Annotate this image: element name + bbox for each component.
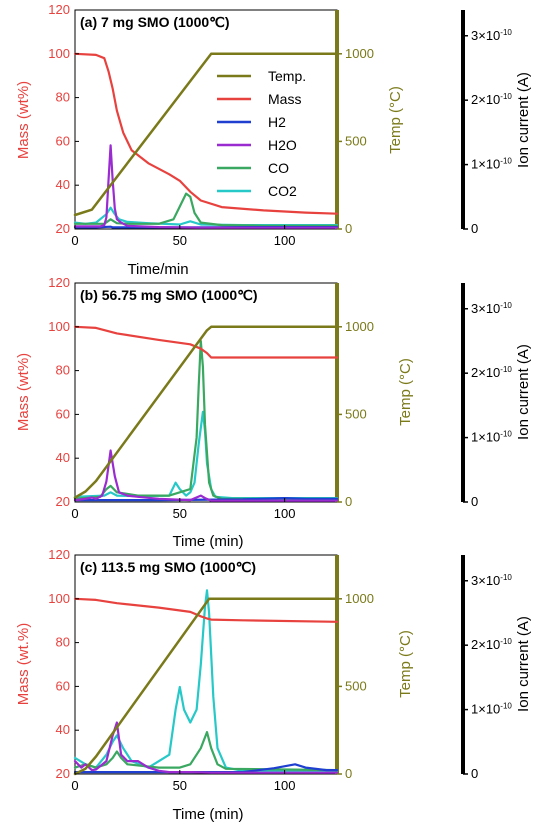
panel-c-temp-tick-label: 1000 <box>345 591 374 606</box>
panel-b-temp-tick-label: 0 <box>345 494 352 509</box>
panel-b-mass-tick-label: 60 <box>56 406 70 421</box>
panel-c-mass-tick-label: 60 <box>56 678 70 693</box>
panel-a-series-co2 <box>73 206 339 227</box>
panel-a-ticks: 0 50 100 20 40 60 80 100 120 0 500 1000 0 1×10-10 2×10… <box>48 2 512 248</box>
panel-a-ion-tick-label: 0 <box>471 221 478 236</box>
panel-c-x-axis-label: Time (min) <box>172 806 243 823</box>
panel-b-series-h2 <box>73 497 339 502</box>
panel-c-series <box>73 589 339 776</box>
panel-b-x-tick-label: 50 <box>173 506 187 521</box>
panel-a-mass-tick-label: 120 <box>48 2 70 17</box>
panel-a-x-tick-label: 50 <box>173 233 187 248</box>
panel-a-mass-axis-label: Mass (wt%) <box>15 81 32 159</box>
panel-a-mass-tick-label: 20 <box>56 221 70 236</box>
panel-a-series-h2o <box>73 144 339 229</box>
panel-b: (b) 56.75 mg SMO (1000℃) 0 50 100 20 40 60 80 1… <box>15 275 532 550</box>
panel-a-series-temp <box>73 52 339 217</box>
panel-a: (a) 7 mg SMO (1000℃) 0 50 100 20 40 60 80 100 12… <box>15 2 532 278</box>
panel-b-series <box>73 325 339 502</box>
legend-temp-label: Temp. <box>268 68 306 84</box>
legend-h2o-label: H2O <box>268 137 297 153</box>
panel-c-mass-tick-label: 20 <box>56 766 70 781</box>
legend-mass-label: Mass <box>268 91 301 107</box>
panel-a-ion-tick-label: 3×10-10 <box>471 28 512 43</box>
panel-b-x-axis-label: Time (min) <box>172 533 243 550</box>
panel-c-mass-axis-label: Mass (wt.%) <box>15 623 32 706</box>
panel-c-mass-tick-label: 80 <box>56 635 70 650</box>
panel-b-series-temp <box>73 325 339 499</box>
panel-b-series-mass <box>73 325 339 359</box>
panel-b-mass-axis-label: Mass (wt%) <box>15 353 32 431</box>
panel-a-temp-axis-label: Temp (°C) <box>387 86 404 154</box>
legend: Temp. Mass H2 H2O CO CO2 <box>217 68 306 199</box>
panel-b-x-tick-label: 100 <box>274 506 296 521</box>
panel-c: (c) 113.5 mg SMO (1000℃) 0 50 100 20 40 60 80 1… <box>15 547 532 823</box>
panel-b-mass-tick-label: 120 <box>48 275 70 290</box>
panel-a-mass-tick-label: 40 <box>56 177 70 192</box>
panel-b-temp-tick-label: 1000 <box>345 319 374 334</box>
panel-b-mass-tick-label: 100 <box>48 319 70 334</box>
panel-b-ion-axis-label: Ion current (A) <box>515 344 532 440</box>
panel-a-mass-tick-label: 80 <box>56 90 70 105</box>
legend-h2-label: H2 <box>268 114 286 130</box>
panel-b-ion-tick-label: 1×10-10 <box>471 430 512 445</box>
panel-b-series-h2o <box>73 449 339 502</box>
panel-a-mass-tick-label: 60 <box>56 133 70 148</box>
panel-b-temp-axis-label: Temp (°C) <box>397 358 414 426</box>
panel-a-ion-tick-label: 1×10-10 <box>471 157 512 172</box>
panel-a-x-tick-label: 100 <box>274 233 296 248</box>
panel-c-x-tick-label: 100 <box>274 778 296 793</box>
panel-a-x-axis-label: Time/min <box>127 261 188 278</box>
panel-c-mass-tick-label: 100 <box>48 591 70 606</box>
panel-c-title: (c) 113.5 mg SMO (1000℃) <box>80 559 256 575</box>
panel-a-series <box>73 52 339 229</box>
panel-c-ticks: 0 50 100 20 40 60 80 100 120 0 500 1000 0 1×10-10 2×10… <box>48 547 512 793</box>
panel-b-series-co <box>73 339 339 500</box>
panel-a-series-co <box>73 192 339 227</box>
panel-c-mass-tick-label: 40 <box>56 722 70 737</box>
panel-c-temp-tick-label: 500 <box>345 678 367 693</box>
panel-c-temp-axis-label: Temp (°C) <box>397 630 414 698</box>
panel-b-mass-tick-label: 20 <box>56 494 70 509</box>
panel-a-temp-tick-label: 1000 <box>345 46 374 61</box>
panel-b-temp-tick-label: 500 <box>345 406 367 421</box>
panel-a-series-mass <box>73 52 339 215</box>
legend-co-label: CO <box>268 160 289 176</box>
panel-a-title: (a) 7 mg SMO (1000℃) <box>80 14 230 30</box>
panel-c-x-tick-label: 0 <box>71 778 78 793</box>
panel-b-ion-tick-label: 2×10-10 <box>471 365 512 380</box>
panel-b-mass-tick-label: 80 <box>56 363 70 378</box>
panel-c-ion-tick-label: 3×10-10 <box>471 573 512 588</box>
panel-c-x-tick-label: 50 <box>173 778 187 793</box>
panel-c-ion-tick-label: 1×10-10 <box>471 702 512 717</box>
panel-c-series-co <box>73 730 339 772</box>
panel-b-x-tick-label: 0 <box>71 506 78 521</box>
panel-b-title: (b) 56.75 mg SMO (1000℃) <box>80 287 258 303</box>
panel-a-mass-tick-label: 100 <box>48 46 70 61</box>
panel-a-ion-tick-label: 2×10-10 <box>471 92 512 107</box>
panel-c-series-h2o <box>73 721 339 774</box>
panel-c-ion-tick-label: 2×10-10 <box>471 637 512 652</box>
panel-a-x-tick-label: 0 <box>71 233 78 248</box>
panel-a-ion-axis-label: Ion current (A) <box>515 72 532 168</box>
panel-c-ion-tick-label: 0 <box>471 766 478 781</box>
panel-b-mass-tick-label: 40 <box>56 450 70 465</box>
panel-c-mass-tick-label: 120 <box>48 547 70 562</box>
legend-co2-label: CO2 <box>268 183 297 199</box>
panel-b-ion-tick-label: 0 <box>471 494 478 509</box>
panel-a-temp-tick-label: 0 <box>345 221 352 236</box>
panel-c-series-temp <box>73 597 339 776</box>
panel-a-temp-tick-label: 500 <box>345 133 367 148</box>
panel-c-temp-tick-label: 0 <box>345 766 352 781</box>
panel-c-series-mass <box>73 597 339 623</box>
panel-b-ion-tick-label: 3×10-10 <box>471 301 512 316</box>
panel-c-ion-axis-label: Ion current (A) <box>515 616 532 712</box>
